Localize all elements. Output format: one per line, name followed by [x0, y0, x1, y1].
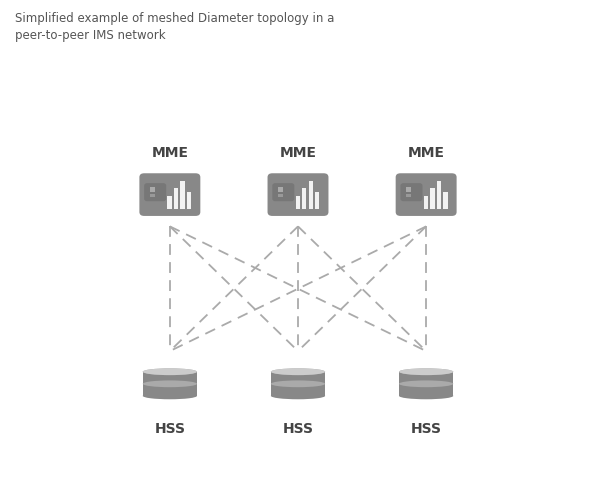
FancyBboxPatch shape	[399, 384, 453, 396]
FancyBboxPatch shape	[143, 372, 197, 384]
Ellipse shape	[271, 393, 325, 400]
FancyBboxPatch shape	[187, 192, 191, 210]
Ellipse shape	[271, 368, 325, 375]
Ellipse shape	[399, 381, 453, 387]
FancyBboxPatch shape	[181, 182, 185, 210]
FancyBboxPatch shape	[268, 174, 328, 217]
Ellipse shape	[271, 381, 325, 387]
Text: HSS: HSS	[283, 421, 313, 435]
FancyBboxPatch shape	[424, 197, 428, 210]
FancyBboxPatch shape	[150, 188, 155, 192]
Ellipse shape	[271, 368, 325, 375]
Ellipse shape	[143, 368, 197, 375]
FancyBboxPatch shape	[272, 184, 294, 202]
FancyBboxPatch shape	[315, 192, 319, 210]
FancyBboxPatch shape	[309, 182, 313, 210]
FancyBboxPatch shape	[396, 174, 457, 217]
FancyBboxPatch shape	[406, 194, 411, 198]
FancyBboxPatch shape	[399, 372, 453, 384]
Text: HSS: HSS	[411, 421, 442, 435]
FancyBboxPatch shape	[278, 194, 283, 198]
Ellipse shape	[399, 368, 453, 375]
Ellipse shape	[143, 368, 197, 375]
FancyBboxPatch shape	[174, 189, 178, 210]
Text: MME: MME	[151, 145, 188, 160]
Text: HSS: HSS	[154, 421, 185, 435]
FancyBboxPatch shape	[139, 174, 200, 217]
FancyBboxPatch shape	[302, 189, 306, 210]
Text: MME: MME	[280, 145, 316, 160]
FancyBboxPatch shape	[437, 182, 441, 210]
Ellipse shape	[399, 368, 453, 375]
Ellipse shape	[143, 393, 197, 400]
Ellipse shape	[399, 393, 453, 400]
FancyBboxPatch shape	[150, 194, 155, 198]
FancyBboxPatch shape	[296, 197, 300, 210]
FancyBboxPatch shape	[271, 372, 325, 384]
FancyBboxPatch shape	[278, 188, 283, 192]
FancyBboxPatch shape	[430, 189, 434, 210]
Ellipse shape	[143, 381, 197, 387]
Text: MME: MME	[408, 145, 445, 160]
Text: Simplified example of meshed Diameter topology in a
peer-to-peer IMS network: Simplified example of meshed Diameter to…	[15, 12, 334, 42]
FancyBboxPatch shape	[144, 184, 166, 202]
FancyBboxPatch shape	[271, 384, 325, 396]
FancyBboxPatch shape	[401, 184, 423, 202]
FancyBboxPatch shape	[167, 197, 172, 210]
FancyBboxPatch shape	[143, 384, 197, 396]
FancyBboxPatch shape	[443, 192, 448, 210]
FancyBboxPatch shape	[406, 188, 411, 192]
